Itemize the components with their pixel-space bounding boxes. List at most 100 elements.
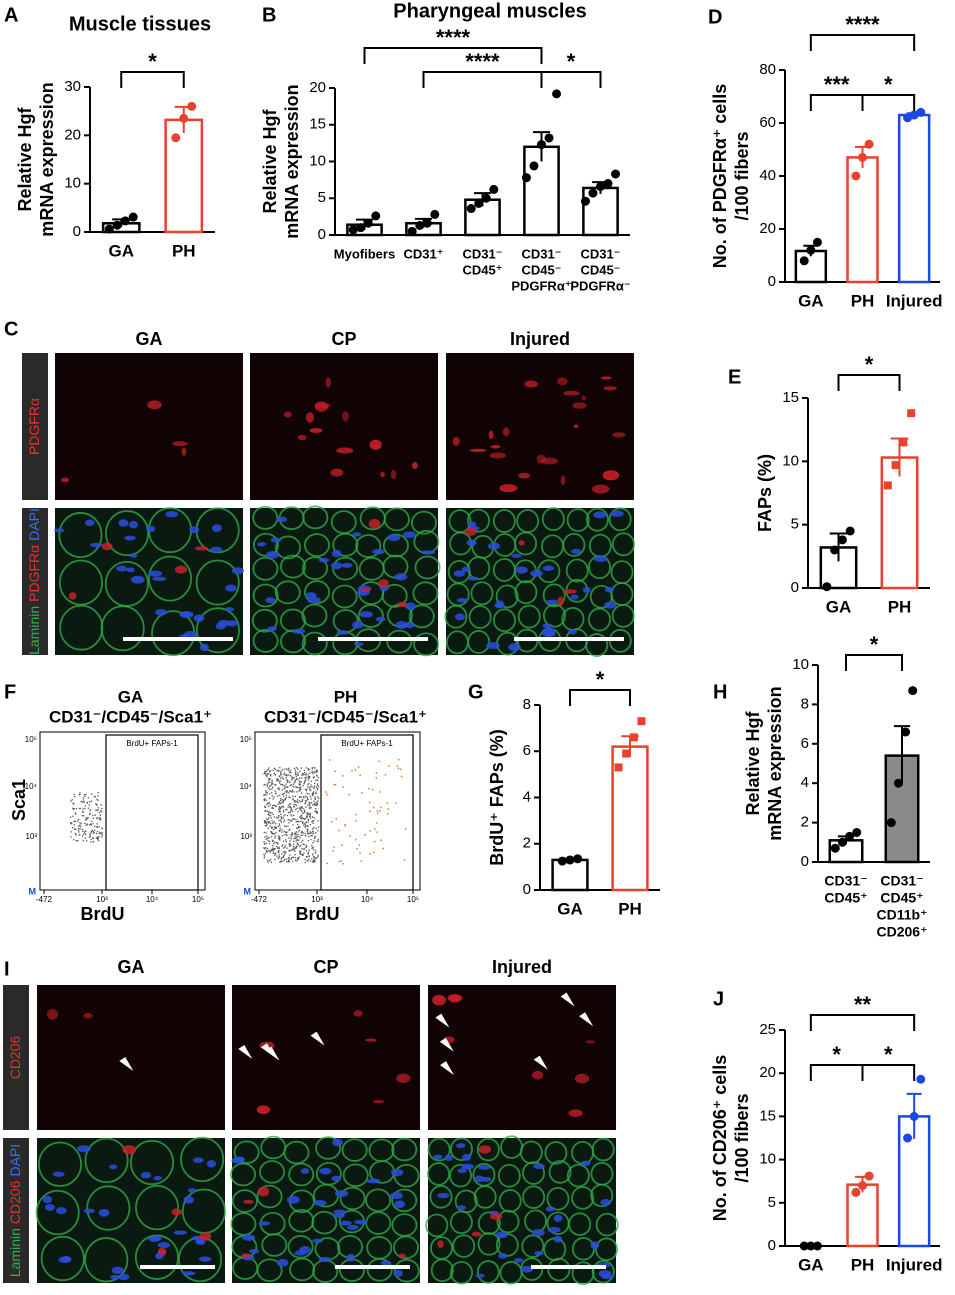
fiber [586,507,609,532]
event [293,791,295,793]
event [279,802,281,804]
event [274,835,276,837]
event [308,777,310,779]
event [308,775,310,778]
event [307,859,309,862]
signal [471,1231,482,1237]
event [267,822,270,824]
nucleus [266,550,280,559]
event [92,817,94,819]
arrowhead [560,992,575,1007]
event [268,771,271,773]
event [272,798,274,800]
fiber [301,603,328,628]
event [278,788,281,791]
y-tick-label: 0 [318,226,326,243]
event [274,852,277,855]
data-point [812,1241,822,1251]
data-point [565,855,575,865]
event [270,849,272,851]
data-point [128,212,138,222]
event [312,861,314,863]
event [301,792,303,794]
event [304,780,306,782]
event [78,831,80,833]
event [267,783,269,785]
event [79,826,82,828]
y-tick-label: 30 [64,78,81,95]
event [307,776,310,778]
row-label: PDGFRα [26,398,42,455]
event [265,794,267,796]
event [306,816,308,818]
event [281,784,284,786]
event [281,845,283,847]
event [289,819,291,821]
significance-label: * [148,49,157,74]
event [313,803,315,805]
event [73,839,75,841]
event [288,771,291,773]
y-tick-label: 2 [801,814,809,831]
event [289,849,291,851]
event [304,822,306,825]
event [276,795,279,797]
event [354,838,357,841]
event [266,837,268,839]
event [278,814,280,817]
nucleus [313,1199,327,1206]
event [313,771,315,773]
nucleus [54,528,65,533]
nucleus [193,614,205,622]
event [296,858,298,860]
nucleus [453,570,466,577]
event [263,843,266,845]
event [82,815,85,817]
nucleus [118,519,129,527]
event [338,860,341,863]
fiber [58,559,104,606]
event [299,826,301,828]
signal [469,448,487,453]
event [357,766,360,768]
event [287,860,290,862]
event [305,844,307,847]
event [298,788,301,790]
y-axis-label: mRNA expression [282,84,302,238]
data-point [474,198,484,208]
event [268,778,271,780]
event [295,834,297,836]
event [291,849,293,851]
event [306,796,309,799]
event [333,846,335,848]
event [95,832,98,835]
event [312,842,314,844]
signal [361,588,371,593]
event [272,807,274,809]
event [79,822,81,824]
event [382,847,384,850]
nucleus [456,598,468,603]
event [295,859,297,861]
event [302,784,304,787]
event [285,841,288,843]
event [78,807,81,810]
significance-bracket [837,374,901,391]
event [297,774,299,776]
nucleus [553,1214,563,1222]
fiber [473,1185,497,1209]
signal [68,592,77,600]
event [312,853,314,855]
event [308,801,311,803]
y-tick-label: 5 [791,516,799,533]
event [97,839,100,842]
event [282,811,285,813]
fiber [514,531,538,556]
nucleus [457,1205,466,1211]
event [294,835,296,838]
fiber [410,510,437,535]
event [293,833,296,835]
arrowhead [310,1031,325,1046]
y-axis-label: mRNA expression [37,82,57,236]
event [89,800,91,803]
